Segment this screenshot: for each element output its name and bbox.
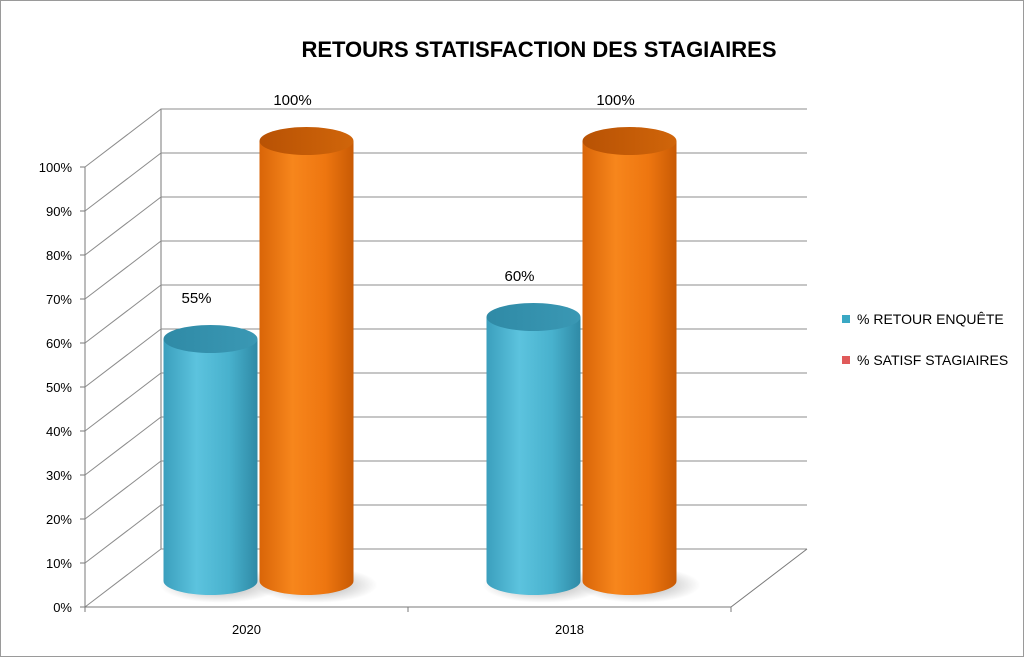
gridline xyxy=(84,152,807,212)
bar-top-cap xyxy=(259,127,354,155)
bar-body xyxy=(163,339,258,595)
bars xyxy=(159,127,701,603)
y-tick-label: 100% xyxy=(39,160,73,175)
y-tick-label: 80% xyxy=(46,248,72,263)
bar-% SATISF STAGIAIRES-2020 xyxy=(255,127,378,603)
bar-body xyxy=(259,141,354,595)
data-label: 100% xyxy=(596,92,634,109)
data-label: 60% xyxy=(504,268,534,285)
legend-label-retour-enquete: % RETOUR ENQUÊTE xyxy=(857,311,1004,327)
bar-% RETOUR ENQUÊTE-2018 xyxy=(482,303,605,603)
legend: % RETOUR ENQUÊTE % SATISF STAGIAIRES xyxy=(842,311,1008,368)
gridline xyxy=(84,196,807,256)
x-category-labels: 2020 2018 xyxy=(232,622,584,637)
legend-label-satisf-stagiaires: % SATISF STAGIAIRES xyxy=(857,352,1008,368)
gridline xyxy=(84,108,807,168)
data-label: 55% xyxy=(181,290,211,307)
y-tick-label: 90% xyxy=(46,204,72,219)
y-tick-label: 10% xyxy=(46,556,72,571)
x-category-label: 2018 xyxy=(555,622,584,637)
y-tick-labels: 0% 10% 20% 30% 40% 50% 60% 70% 80% 90% 100% xyxy=(39,160,73,615)
bar-body xyxy=(582,141,677,595)
bar-% SATISF STAGIAIRES-2018 xyxy=(578,127,701,603)
y-tick-label: 40% xyxy=(46,424,72,439)
bar-% RETOUR ENQUÊTE-2020 xyxy=(159,325,282,603)
bar-top-cap xyxy=(163,325,258,353)
y-tick-label: 20% xyxy=(46,512,72,527)
y-tick-label: 50% xyxy=(46,380,72,395)
y-tick-label: 0% xyxy=(53,600,72,615)
bar-top-cap xyxy=(582,127,677,155)
y-tick-label: 70% xyxy=(46,292,72,307)
bar-top-cap xyxy=(486,303,581,331)
bar-body xyxy=(486,317,581,595)
data-labels: 55% 100% 60% 100% xyxy=(181,92,634,307)
legend-swatch-retour-enquete xyxy=(842,315,850,323)
y-tick-label: 60% xyxy=(46,336,72,351)
data-label: 100% xyxy=(273,92,311,109)
chart-title: RETOURS STATISFACTION DES STAGIAIRES xyxy=(301,37,776,62)
x-category-label: 2020 xyxy=(232,622,261,637)
legend-swatch-satisf-stagiaires xyxy=(842,356,850,364)
y-tick-label: 30% xyxy=(46,468,72,483)
